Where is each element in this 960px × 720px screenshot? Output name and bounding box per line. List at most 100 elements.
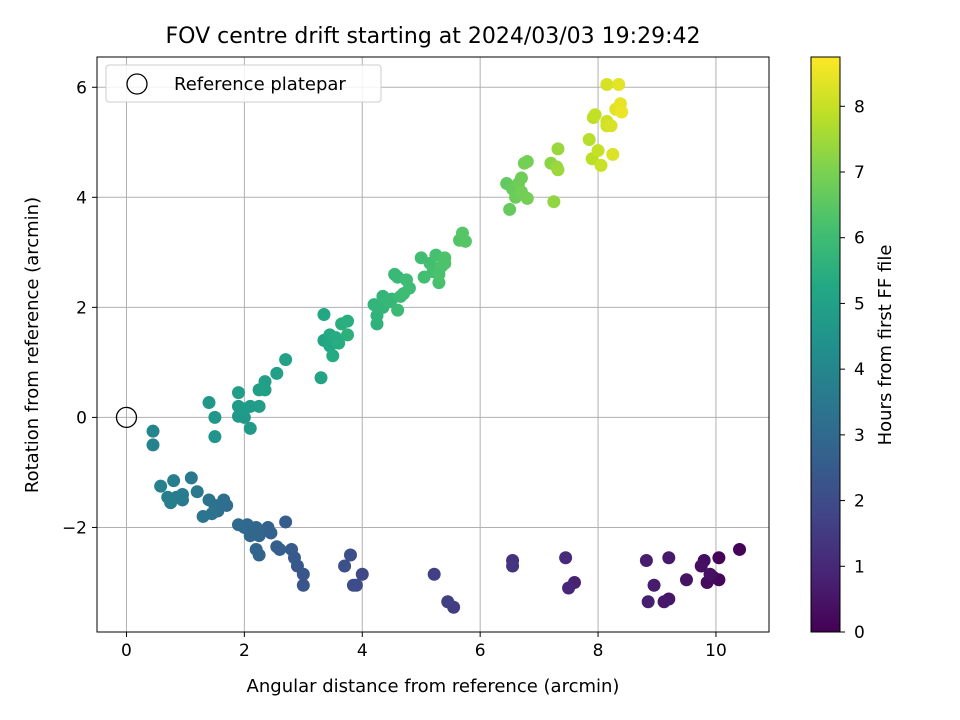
data-point [427, 567, 441, 581]
data-point [591, 144, 605, 158]
y-tick-label: −2 [62, 518, 87, 538]
data-point [639, 553, 653, 567]
y-axis-label: Rotation from reference (arcmin) [22, 197, 43, 493]
legend-reference-marker [126, 73, 148, 95]
x-tick-label: 6 [475, 641, 486, 661]
data-point [604, 119, 618, 133]
data-point [647, 578, 661, 592]
legend-box [105, 64, 382, 103]
colorbar-tick-label: 3 [854, 426, 865, 446]
data-point [551, 142, 565, 156]
y-tick-label: 4 [76, 188, 87, 208]
data-point [261, 520, 275, 534]
data-point [146, 424, 160, 438]
chart-title: FOV centre drift starting at 2024/03/03 … [166, 24, 701, 49]
legend: Reference platepar [105, 64, 382, 103]
data-point [503, 202, 517, 216]
data-point [514, 171, 528, 185]
data-point [341, 328, 355, 342]
x-tick-label: 8 [593, 641, 604, 661]
data-point [588, 108, 602, 122]
data-point [703, 567, 717, 581]
colorbar-tick-label: 2 [854, 492, 865, 512]
colorbar-tick-label: 7 [854, 163, 865, 183]
data-point [594, 158, 608, 172]
x-axis-label: Angular distance from reference (arcmin) [247, 676, 620, 697]
data-point [208, 430, 222, 444]
data-point [252, 399, 266, 413]
colorbar [810, 56, 841, 633]
data-point [332, 336, 346, 350]
data-point [562, 581, 576, 595]
data-point [258, 375, 272, 389]
reference-layer [115, 406, 138, 429]
data-point [167, 474, 181, 488]
data-point [154, 479, 168, 493]
data-point [279, 515, 293, 529]
data-point [520, 191, 534, 205]
x-tick-label: 0 [121, 641, 132, 661]
data-point [600, 78, 614, 92]
data-point [243, 421, 257, 435]
data-point [402, 281, 416, 295]
data-point [551, 163, 565, 177]
data-point [612, 78, 626, 92]
y-tick-label: 6 [76, 78, 87, 98]
data-point [184, 471, 198, 485]
colorbar-tick-label: 1 [854, 557, 865, 577]
data-point [520, 155, 534, 169]
colorbar-tick-label: 5 [854, 294, 865, 314]
data-point [582, 133, 596, 147]
data-points [146, 78, 747, 614]
data-point [270, 366, 284, 380]
y-axis-ticks: −2 0 2 4 6 [62, 78, 97, 538]
data-point [391, 303, 405, 317]
data-point [343, 548, 357, 562]
data-point [208, 410, 222, 424]
data-point [712, 551, 726, 565]
data-point [161, 490, 175, 504]
x-axis-ticks: 0 2 4 6 8 10 [121, 632, 727, 661]
data-point [326, 349, 340, 363]
data-point [733, 542, 747, 556]
data-point [662, 551, 676, 565]
data-point [506, 559, 520, 573]
data-point [559, 551, 573, 565]
plot-area [97, 57, 769, 632]
data-point [285, 542, 299, 556]
data-point [338, 559, 352, 573]
x-tick-label: 4 [357, 641, 368, 661]
data-point [657, 595, 671, 609]
x-tick-label: 2 [239, 641, 250, 661]
data-point [458, 234, 472, 248]
colorbar-ticks: 0 1 2 3 4 5 6 7 8 [840, 97, 865, 643]
data-point [317, 308, 331, 322]
data-point [190, 485, 204, 499]
colorbar-tick-label: 4 [854, 360, 865, 380]
colorbar-label: Hours from first FF file [875, 245, 896, 446]
data-point [641, 595, 655, 609]
data-point [270, 540, 284, 554]
data-point [346, 578, 360, 592]
data-point [202, 493, 216, 507]
data-point [231, 386, 245, 400]
data-point [146, 438, 160, 452]
data-point [615, 105, 629, 119]
data-point [441, 595, 455, 609]
colorbar-tick-label: 6 [854, 229, 865, 249]
data-point [355, 567, 369, 581]
data-point [547, 195, 561, 209]
data-point [202, 396, 216, 410]
x-tick-label: 10 [705, 641, 727, 661]
colorbar-tick-label: 0 [854, 623, 865, 643]
y-tick-label: 2 [76, 298, 87, 318]
y-tick-label: 0 [76, 408, 87, 428]
data-point [341, 314, 355, 328]
data-point [694, 559, 708, 573]
data-point [279, 353, 293, 367]
colorbar-tick-label: 8 [854, 97, 865, 117]
data-point [249, 542, 263, 556]
data-point [606, 147, 620, 161]
data-point [438, 256, 452, 270]
